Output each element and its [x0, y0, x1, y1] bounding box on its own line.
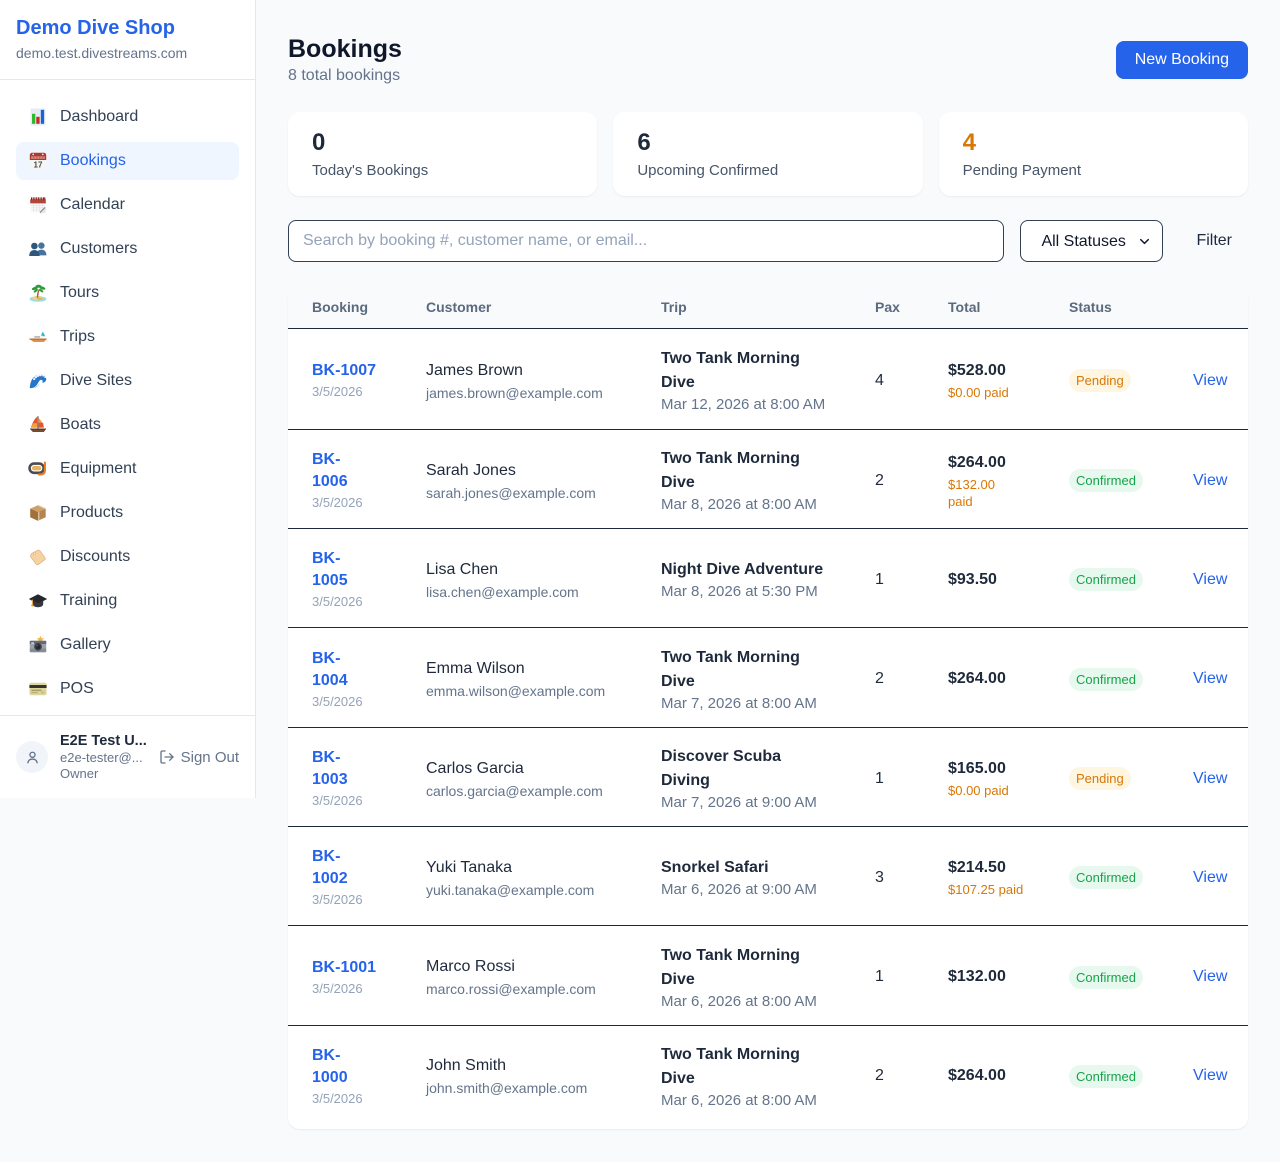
svg-text:17: 17 — [34, 160, 43, 169]
